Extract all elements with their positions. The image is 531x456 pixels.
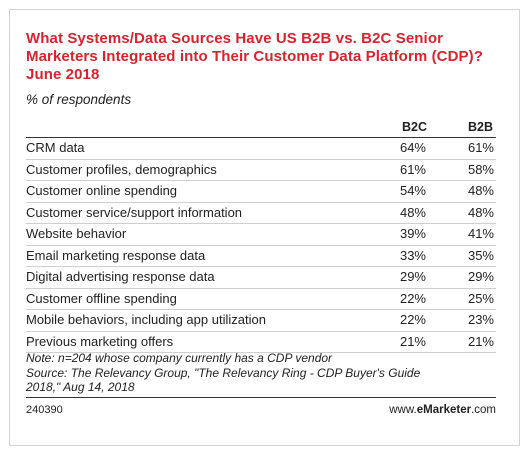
- table-row: Digital advertising response data 29% 29%: [26, 267, 496, 289]
- table-row: Customer profiles, demographics 61% 58%: [26, 160, 496, 181]
- table-header: B2C B2B: [26, 118, 496, 136]
- value-b2c: 48%: [399, 204, 426, 220]
- table-row: Previous marketing offers 21% 21%: [26, 332, 496, 353]
- table-row: CRM data 64% 61%: [26, 138, 496, 160]
- value-b2b: 48%: [467, 183, 494, 198]
- value-b2c: 54%: [399, 183, 426, 198]
- value-b2c: 21%: [399, 333, 426, 349]
- table-row: Email marketing response data 33% 35%: [26, 246, 496, 267]
- value-b2c: 33%: [399, 247, 426, 263]
- row-label: Customer offline spending: [26, 290, 177, 306]
- value-b2c: 22%: [399, 312, 426, 327]
- value-b2c: 29%: [399, 269, 426, 284]
- column-header-b2c: B2C: [401, 120, 427, 134]
- value-b2b: 58%: [467, 161, 494, 177]
- row-label: Email marketing response data: [26, 247, 206, 263]
- row-label: Customer online spending: [26, 183, 178, 198]
- table-row: Customer service/support information 48% 4…: [26, 203, 496, 224]
- value-b2b: 23%: [467, 312, 494, 327]
- table-row: Mobile behaviors, including app utilizat…: [26, 310, 496, 332]
- row-label: Digital advertising response data: [26, 269, 215, 284]
- table-body: CRM data 64% 61% Customer profiles, demogra…: [26, 138, 496, 353]
- row-label: Customer profiles, demographics: [26, 161, 217, 177]
- value-b2b: 29%: [467, 269, 494, 284]
- value-b2c: 64%: [399, 140, 426, 155]
- value-b2c: 22%: [399, 290, 426, 306]
- brand-suffix: .com: [471, 404, 496, 416]
- row-label: CRM data: [26, 140, 85, 155]
- brand-link[interactable]: www.eMarketer.com: [389, 404, 496, 416]
- chart-subtitle: % of respondents: [26, 92, 132, 107]
- brand-name: eMarketer: [416, 404, 472, 416]
- value-b2b: 35%: [467, 247, 494, 263]
- chart-title: What Systems/Data Sources Have US B2B vs…: [26, 30, 484, 83]
- value-b2b: 21%: [467, 333, 494, 349]
- table-row: Website behavior 39% 41%: [26, 224, 496, 246]
- brand-prefix: www.: [389, 404, 417, 416]
- value-b2c: 61%: [399, 161, 426, 177]
- value-b2b: 41%: [467, 226, 494, 241]
- note-line: Note: n=204 whose company currently has …: [26, 351, 333, 365]
- row-label: Customer service/support information: [26, 204, 243, 220]
- column-header-b2b: B2B: [467, 120, 493, 134]
- chart-id: 240390: [26, 404, 63, 416]
- source-line-continued: 2018," Aug 14, 2018: [26, 380, 135, 394]
- row-label: Previous marketing offers: [26, 333, 174, 349]
- row-label: Mobile behaviors, including app utilizat…: [26, 312, 266, 327]
- chart-notes: Note: n=204 whose company currently has …: [26, 351, 496, 395]
- chart-frame: [9, 9, 520, 446]
- footer-divider: [26, 397, 496, 398]
- value-b2b: 61%: [467, 140, 494, 155]
- header-divider: [26, 137, 496, 138]
- row-label: Website behavior: [26, 226, 127, 241]
- value-b2b: 48%: [467, 204, 494, 220]
- table-row: Customer offline spending 22% 25%: [26, 289, 496, 310]
- value-b2b: 25%: [467, 290, 494, 306]
- source-line: Source: The Relevancy Group, "The Releva…: [26, 365, 421, 380]
- table-row: Customer online spending 54% 48%: [26, 181, 496, 203]
- value-b2c: 39%: [399, 226, 426, 241]
